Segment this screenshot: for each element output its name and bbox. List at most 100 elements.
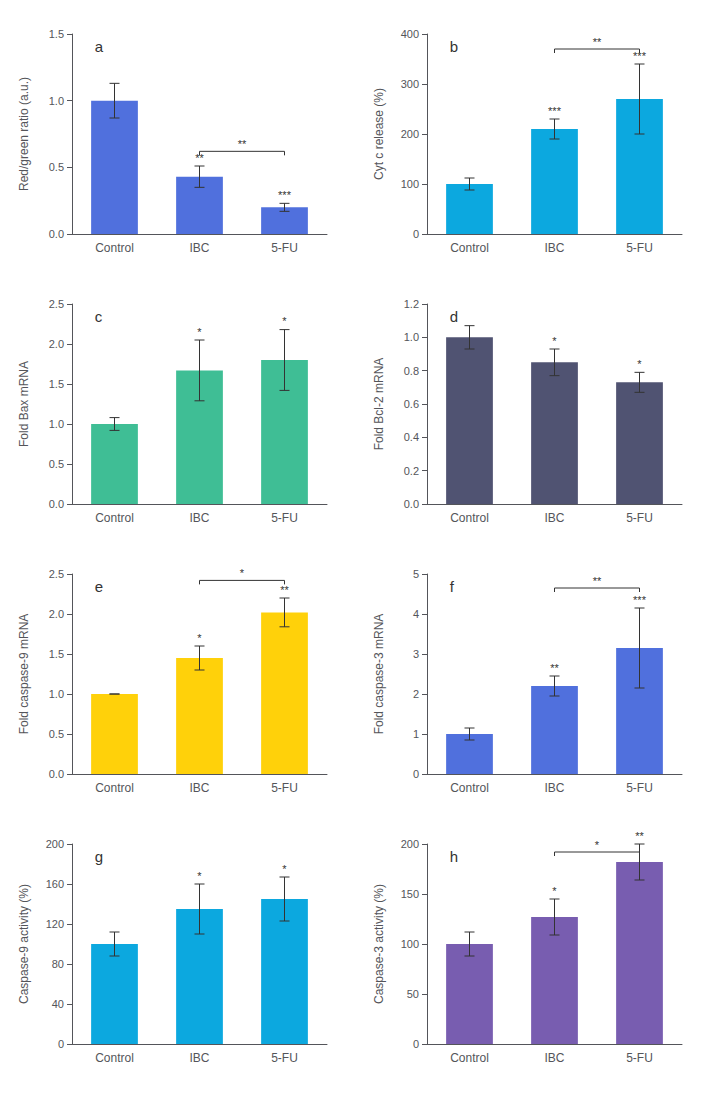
svg-text:h: h [450, 848, 458, 865]
svg-text:200: 200 [401, 128, 419, 140]
svg-text:0.0: 0.0 [49, 228, 64, 240]
svg-text:5-FU: 5-FU [271, 511, 298, 525]
svg-text:1.0: 1.0 [404, 331, 419, 343]
svg-text:d: d [450, 308, 458, 325]
svg-text:g: g [95, 848, 103, 865]
svg-text:80: 80 [52, 958, 64, 970]
svg-text:5-FU: 5-FU [271, 241, 298, 255]
svg-text:5-FU: 5-FU [626, 511, 653, 525]
svg-text:**: ** [593, 575, 602, 587]
svg-text:1: 1 [413, 728, 419, 740]
svg-text:40: 40 [52, 998, 64, 1010]
svg-text:Control: Control [95, 781, 134, 795]
svg-text:*: * [552, 335, 557, 347]
svg-text:2.5: 2.5 [49, 568, 64, 580]
svg-text:Fold caspase-9 mRNA: Fold caspase-9 mRNA [17, 614, 31, 735]
svg-text:IBC: IBC [544, 1051, 564, 1065]
svg-text:0: 0 [413, 768, 419, 780]
svg-text:0.6: 0.6 [404, 398, 419, 410]
svg-text:Cyt c release (%): Cyt c release (%) [372, 88, 386, 180]
svg-text:5-FU: 5-FU [271, 1051, 298, 1065]
svg-text:**: ** [280, 584, 289, 596]
svg-text:400: 400 [401, 28, 419, 40]
svg-text:Control: Control [450, 511, 489, 525]
svg-text:***: *** [633, 50, 647, 62]
svg-text:b: b [450, 38, 458, 55]
svg-text:*: * [282, 863, 287, 875]
svg-text:0.4: 0.4 [404, 431, 419, 443]
svg-text:1.0: 1.0 [49, 688, 64, 700]
svg-text:*: * [282, 315, 287, 327]
svg-text:100: 100 [401, 938, 419, 950]
svg-text:5-FU: 5-FU [626, 1051, 653, 1065]
svg-text:Control: Control [95, 241, 134, 255]
svg-text:0.5: 0.5 [49, 728, 64, 740]
svg-text:Red/green ratio (a.u.): Red/green ratio (a.u.) [17, 77, 31, 191]
svg-text:1.5: 1.5 [49, 28, 64, 40]
svg-text:160: 160 [46, 878, 64, 890]
svg-text:1.0: 1.0 [49, 95, 64, 107]
svg-text:**: ** [195, 152, 204, 164]
svg-text:5-FU: 5-FU [626, 241, 653, 255]
svg-text:50: 50 [407, 988, 419, 1000]
svg-text:***: *** [548, 105, 562, 117]
svg-text:1.5: 1.5 [49, 648, 64, 660]
svg-text:0: 0 [58, 1038, 64, 1050]
svg-text:Fold caspase-3 mRNA: Fold caspase-3 mRNA [372, 614, 386, 735]
svg-text:*: * [552, 885, 557, 897]
svg-text:*: * [637, 358, 642, 370]
svg-text:*: * [595, 839, 600, 851]
svg-text:4: 4 [413, 608, 419, 620]
svg-text:0: 0 [413, 1038, 419, 1050]
svg-text:a: a [95, 38, 104, 55]
svg-text:5-FU: 5-FU [271, 781, 298, 795]
svg-text:Fold Bcl-2 mRNA: Fold Bcl-2 mRNA [372, 358, 386, 451]
svg-text:1.0: 1.0 [49, 418, 64, 430]
svg-text:300: 300 [401, 78, 419, 90]
svg-text:5: 5 [413, 568, 419, 580]
svg-text:IBC: IBC [189, 1051, 209, 1065]
svg-text:IBC: IBC [544, 241, 564, 255]
svg-text:Control: Control [95, 511, 134, 525]
svg-text:IBC: IBC [189, 511, 209, 525]
svg-text:0.0: 0.0 [404, 498, 419, 510]
svg-text:2: 2 [413, 688, 419, 700]
svg-text:Control: Control [450, 1051, 489, 1065]
svg-text:***: *** [633, 594, 647, 606]
svg-text:**: ** [635, 830, 644, 842]
svg-text:IBC: IBC [544, 781, 564, 795]
svg-text:2.5: 2.5 [49, 298, 64, 310]
svg-text:Control: Control [450, 781, 489, 795]
svg-text:*: * [240, 567, 245, 579]
svg-text:Caspase-3 activity (%): Caspase-3 activity (%) [372, 884, 386, 1004]
svg-text:100: 100 [401, 178, 419, 190]
svg-text:3: 3 [413, 648, 419, 660]
svg-text:0: 0 [413, 228, 419, 240]
svg-text:Fold Bax mRNA: Fold Bax mRNA [17, 361, 31, 447]
svg-text:IBC: IBC [189, 241, 209, 255]
svg-text:IBC: IBC [544, 511, 564, 525]
svg-text:1.5: 1.5 [49, 378, 64, 390]
svg-text:**: ** [593, 36, 602, 48]
svg-text:e: e [95, 578, 103, 595]
svg-text:Control: Control [95, 1051, 134, 1065]
svg-text:0.8: 0.8 [404, 365, 419, 377]
svg-text:c: c [95, 308, 103, 325]
svg-text:0.0: 0.0 [49, 768, 64, 780]
svg-text:*: * [197, 326, 202, 338]
svg-text:150: 150 [401, 888, 419, 900]
svg-text:0.5: 0.5 [49, 161, 64, 173]
svg-text:0.5: 0.5 [49, 458, 64, 470]
svg-text:IBC: IBC [189, 781, 209, 795]
svg-text:0.0: 0.0 [49, 498, 64, 510]
svg-text:f: f [450, 578, 455, 595]
svg-text:200: 200 [401, 838, 419, 850]
svg-text:1.2: 1.2 [404, 298, 419, 310]
svg-text:**: ** [550, 662, 559, 674]
svg-text:2.0: 2.0 [49, 338, 64, 350]
svg-text:Caspase-9 activity (%): Caspase-9 activity (%) [17, 884, 31, 1004]
svg-text:120: 120 [46, 918, 64, 930]
svg-text:*: * [197, 870, 202, 882]
svg-text:5-FU: 5-FU [626, 781, 653, 795]
svg-text:***: *** [278, 189, 292, 201]
